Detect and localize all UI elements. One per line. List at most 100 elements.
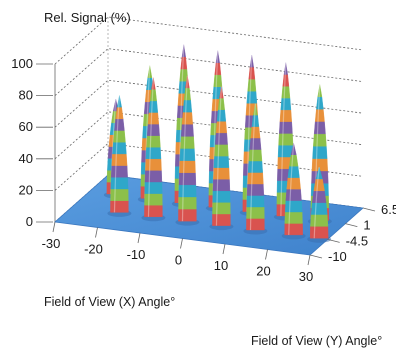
peak-band xyxy=(113,130,126,143)
peak-band xyxy=(181,111,193,125)
peak-band xyxy=(185,75,190,89)
y-tick-mark xyxy=(345,223,358,228)
peak-band xyxy=(246,206,265,219)
peaks-group xyxy=(103,44,332,243)
peak-band xyxy=(110,188,129,201)
peak xyxy=(175,75,200,226)
peak xyxy=(209,86,234,231)
peak-highlight xyxy=(249,103,257,230)
x-tick-label: -30 xyxy=(42,236,61,251)
y-tick-mark xyxy=(309,254,323,259)
y-tick-label: -10 xyxy=(328,249,347,264)
peak-band xyxy=(144,170,163,183)
peak-band xyxy=(116,95,122,108)
peak-band xyxy=(290,143,297,155)
y-tick-mark xyxy=(362,207,376,212)
peak-band xyxy=(278,133,294,146)
peak-band xyxy=(279,121,293,134)
x-tick-mark xyxy=(307,254,311,266)
peak-band xyxy=(110,165,128,178)
peak-band xyxy=(144,193,163,206)
peak-band xyxy=(212,179,231,192)
peak-band xyxy=(114,118,125,131)
peak-band xyxy=(183,87,191,101)
peak-band xyxy=(181,44,186,58)
peak-band xyxy=(309,226,329,239)
peak-band xyxy=(115,106,124,120)
peak xyxy=(307,166,332,243)
peak-band xyxy=(146,135,161,148)
peak-band xyxy=(246,195,265,208)
peak-band xyxy=(212,213,231,226)
peak-band xyxy=(311,190,327,203)
peak-band xyxy=(213,74,223,88)
peak-band xyxy=(182,99,193,113)
z-axis-label: Rel. Signal (%) xyxy=(44,10,131,25)
x-axis-label: Field of View (X) Angle° xyxy=(44,295,175,309)
x-tick-label: 30 xyxy=(299,269,313,284)
peak-band xyxy=(111,153,128,166)
x-tick-mark xyxy=(52,221,56,233)
x-tick-label: -10 xyxy=(127,247,146,262)
peak-band xyxy=(284,200,303,213)
peak-band xyxy=(246,218,265,231)
x-tick-mark xyxy=(265,249,268,260)
peak-band xyxy=(250,126,261,139)
peak-band xyxy=(148,100,159,113)
peak-band xyxy=(313,133,327,147)
z-tick-label: 0 xyxy=(26,214,33,229)
peak-band xyxy=(146,123,160,136)
z-tick-label: 40 xyxy=(19,151,33,166)
peak xyxy=(141,77,166,222)
peak-band xyxy=(285,188,302,201)
x-tick-label: 20 xyxy=(256,264,270,279)
peak-band xyxy=(145,158,162,171)
peak-band xyxy=(147,112,159,125)
peak-band xyxy=(286,177,301,190)
peak-band xyxy=(289,154,299,167)
peak-band xyxy=(214,144,229,157)
peak-band xyxy=(180,136,195,149)
peak-band xyxy=(216,109,227,122)
y-axis-label: Field of View (Y) Angle° xyxy=(251,334,382,348)
peak-band xyxy=(178,208,197,222)
grid-line xyxy=(54,48,364,96)
peak-band xyxy=(214,132,228,145)
back-wall-grid xyxy=(54,16,364,223)
peak-band xyxy=(312,146,328,159)
peak-band xyxy=(149,89,157,102)
peak-band xyxy=(315,166,323,180)
x-tick-mark xyxy=(95,227,98,238)
peak-band xyxy=(279,109,292,122)
peak-band xyxy=(214,62,222,76)
peak-band xyxy=(180,124,194,137)
peak-band xyxy=(145,147,162,160)
peak-band xyxy=(280,97,292,111)
peak-band xyxy=(247,172,264,185)
peak-band xyxy=(246,183,265,196)
peak-highlight xyxy=(147,77,155,217)
peak-band xyxy=(178,184,197,198)
y-tick-label: 6.5 xyxy=(381,202,396,217)
x-tick-label: 0 xyxy=(175,253,182,268)
peak-band xyxy=(110,200,129,213)
peak-band xyxy=(247,160,263,173)
y-tick-label: -4.5 xyxy=(346,233,368,248)
x-tick-mark xyxy=(222,243,226,255)
peak-band xyxy=(251,114,260,127)
z-tick-label: 20 xyxy=(19,182,33,197)
peak-band xyxy=(217,97,225,110)
peak-band xyxy=(151,77,156,90)
peak-band xyxy=(283,62,288,75)
peak-band xyxy=(310,214,329,227)
peak-band xyxy=(144,204,163,217)
peak-band xyxy=(219,86,224,99)
z-tick-label: 80 xyxy=(19,88,33,103)
peak-band xyxy=(179,160,196,173)
z-tick-label: 60 xyxy=(19,119,33,134)
peak-band xyxy=(112,142,127,155)
y-tick-mark xyxy=(327,238,340,243)
peak-highlight xyxy=(280,62,287,216)
peak-band xyxy=(180,56,188,70)
peak-band xyxy=(313,178,325,192)
